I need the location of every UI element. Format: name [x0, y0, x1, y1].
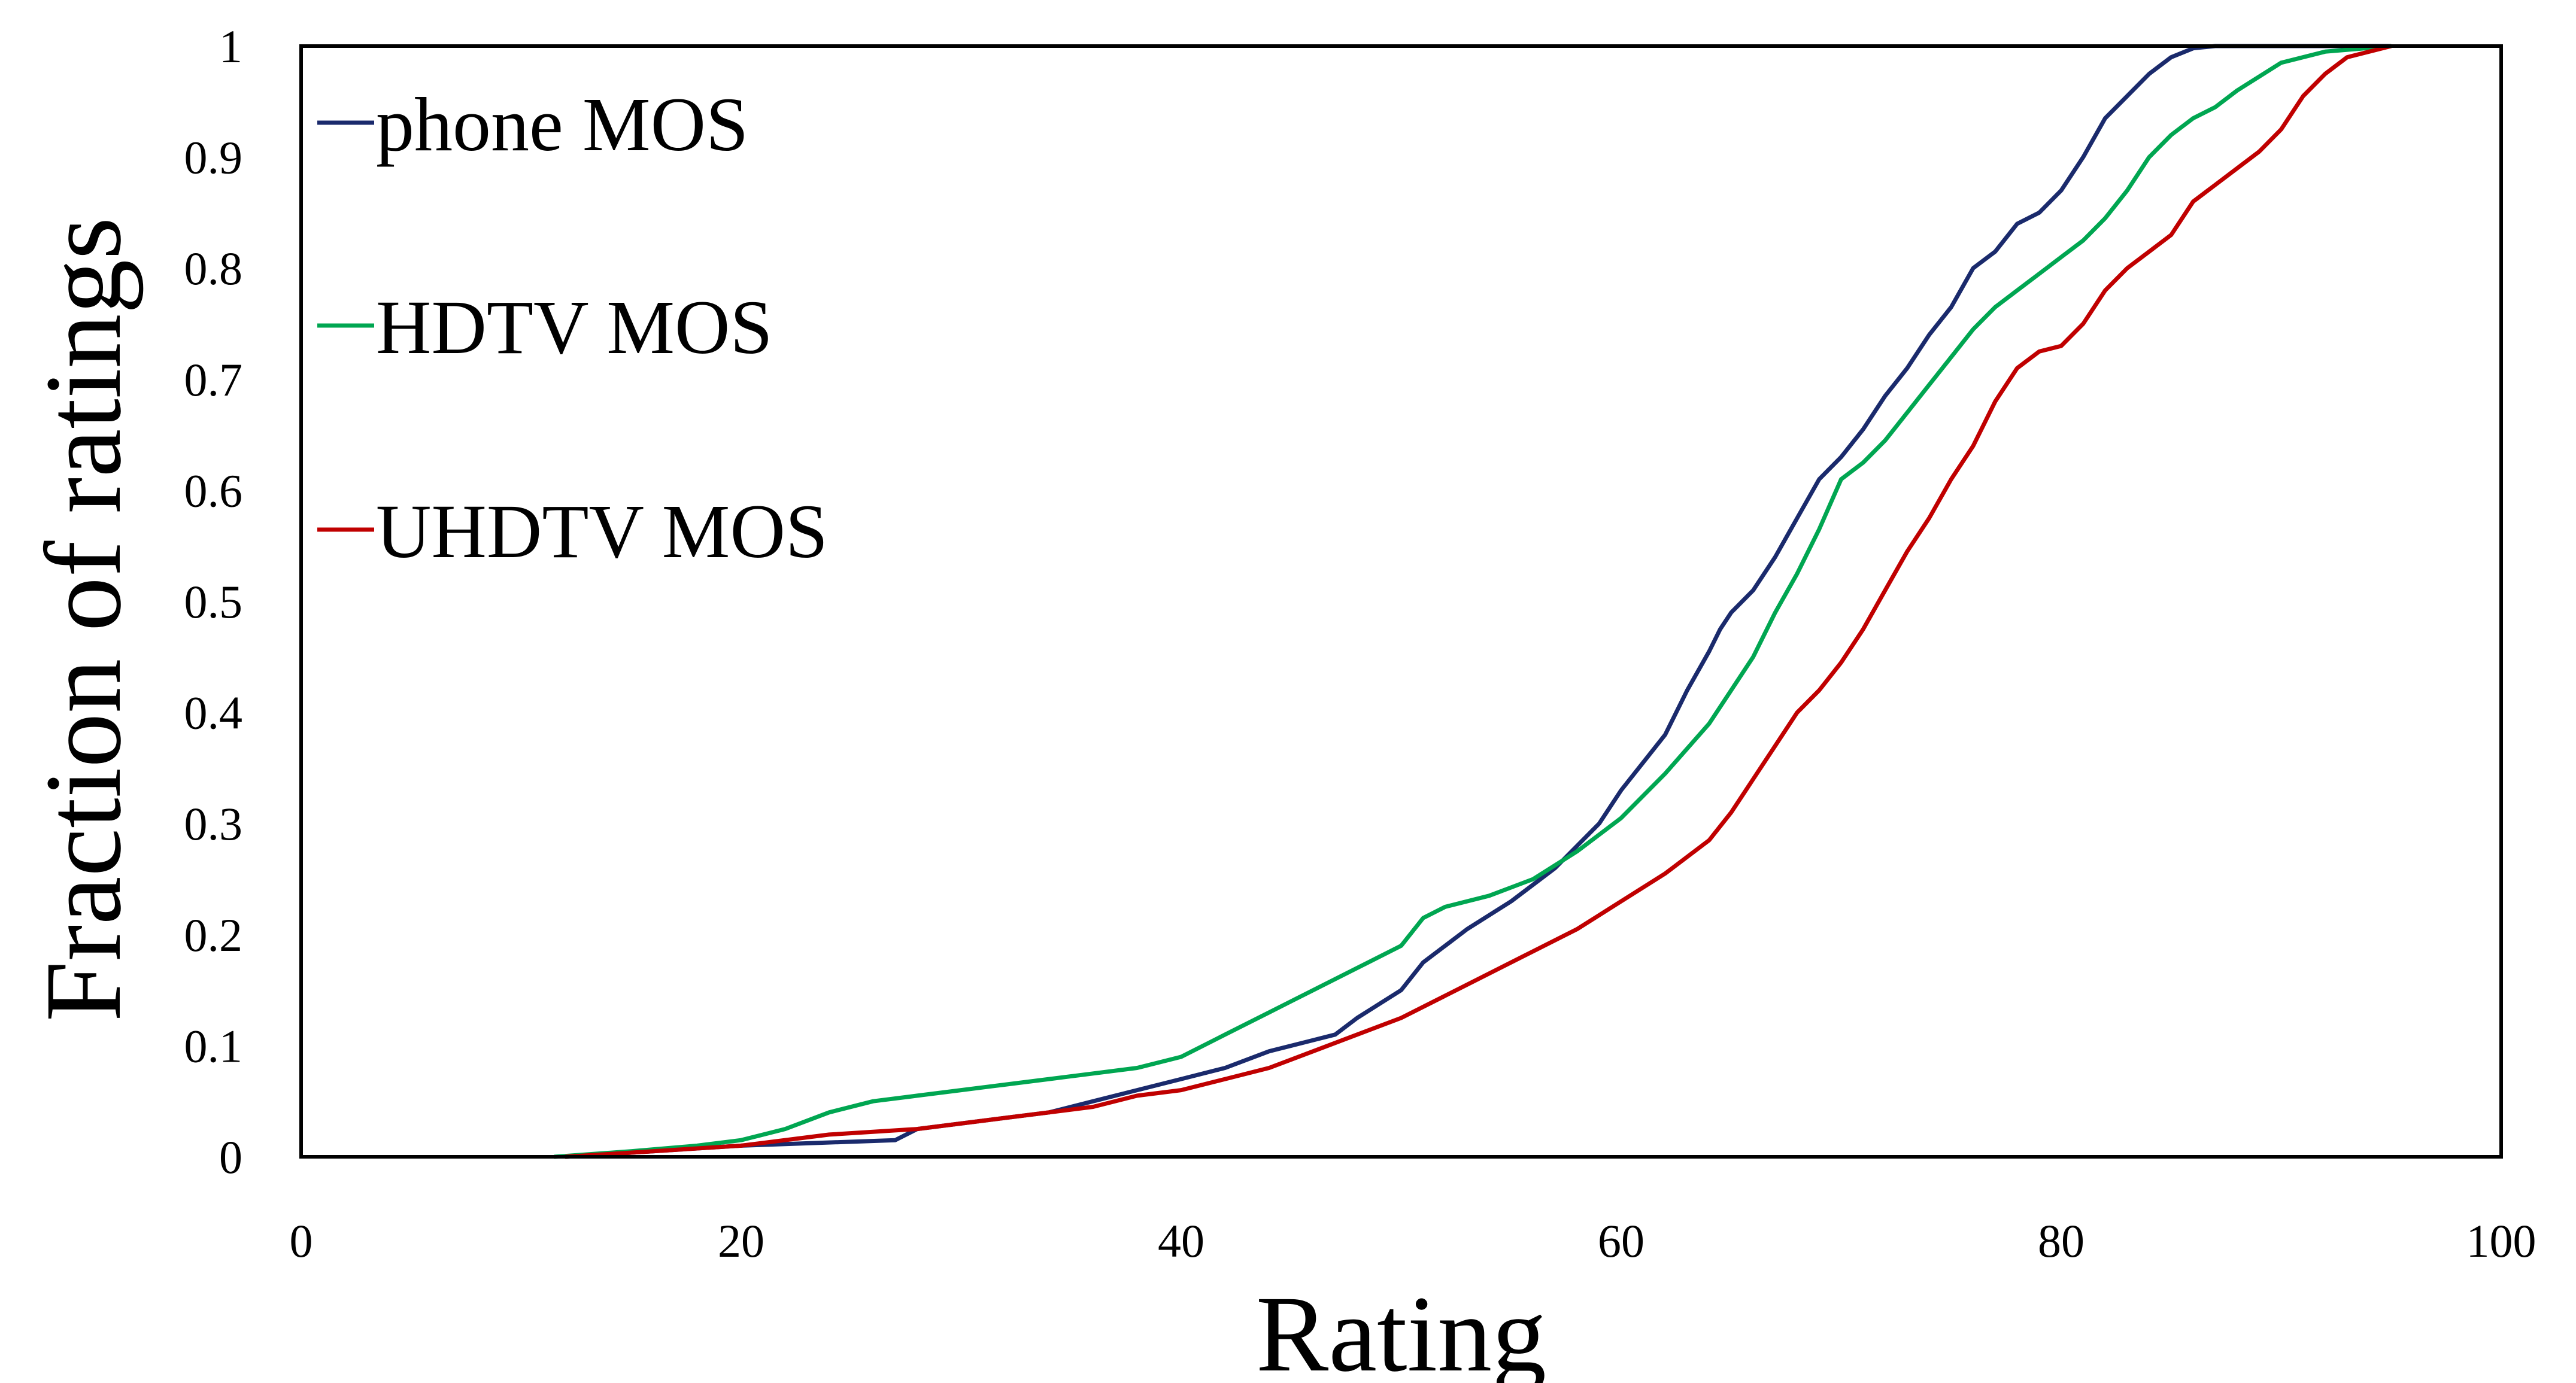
y-tick-label: 1	[219, 20, 242, 72]
series-line-1	[565, 44, 2392, 1159]
y-tick-label: 0.1	[184, 1020, 243, 1072]
x-tick-label: 60	[1598, 1215, 1644, 1267]
y-tick-label: 0.8	[184, 242, 243, 294]
x-tick-label: 80	[2038, 1215, 2085, 1267]
x-axis-title: Rating	[1256, 1274, 1546, 1383]
legend-label-3: UHDTV MOS	[376, 489, 828, 574]
series-line-3	[565, 44, 2392, 1159]
y-tick-label: 0.5	[184, 576, 243, 628]
legend-label-2: HDTV MOS	[376, 285, 773, 370]
y-tick-label: 0.2	[184, 909, 243, 961]
x-tick-label: 20	[718, 1215, 764, 1267]
x-tick-label: 100	[2466, 1215, 2536, 1267]
y-tick-label: 0	[219, 1131, 242, 1183]
x-axis-tick-labels: 0 20 40 60 80 100	[290, 1215, 2536, 1267]
x-tick-label: 40	[1158, 1215, 1204, 1267]
y-tick-label: 0.4	[184, 687, 243, 739]
y-axis-title: Fraction of ratings	[23, 217, 144, 1022]
legend-label-1: phone MOS	[376, 82, 748, 167]
y-tick-label: 0.9	[184, 132, 243, 184]
series-line-2	[554, 44, 2392, 1159]
y-tick-label: 0.3	[184, 798, 243, 850]
y-tick-label: 0.6	[184, 464, 243, 516]
y-tick-label: 0.7	[184, 354, 243, 406]
y-axis-tick-labels: 0 0.1 0.2 0.3 0.4 0.5 0.6 0.7 0.8 0.9 1	[184, 20, 243, 1183]
series-layer	[554, 44, 2392, 1159]
legend: phone MOS HDTV MOS UHDTV MOS	[317, 82, 828, 574]
plot-area-frame	[299, 44, 2503, 1159]
x-tick-label: 0	[290, 1215, 313, 1267]
